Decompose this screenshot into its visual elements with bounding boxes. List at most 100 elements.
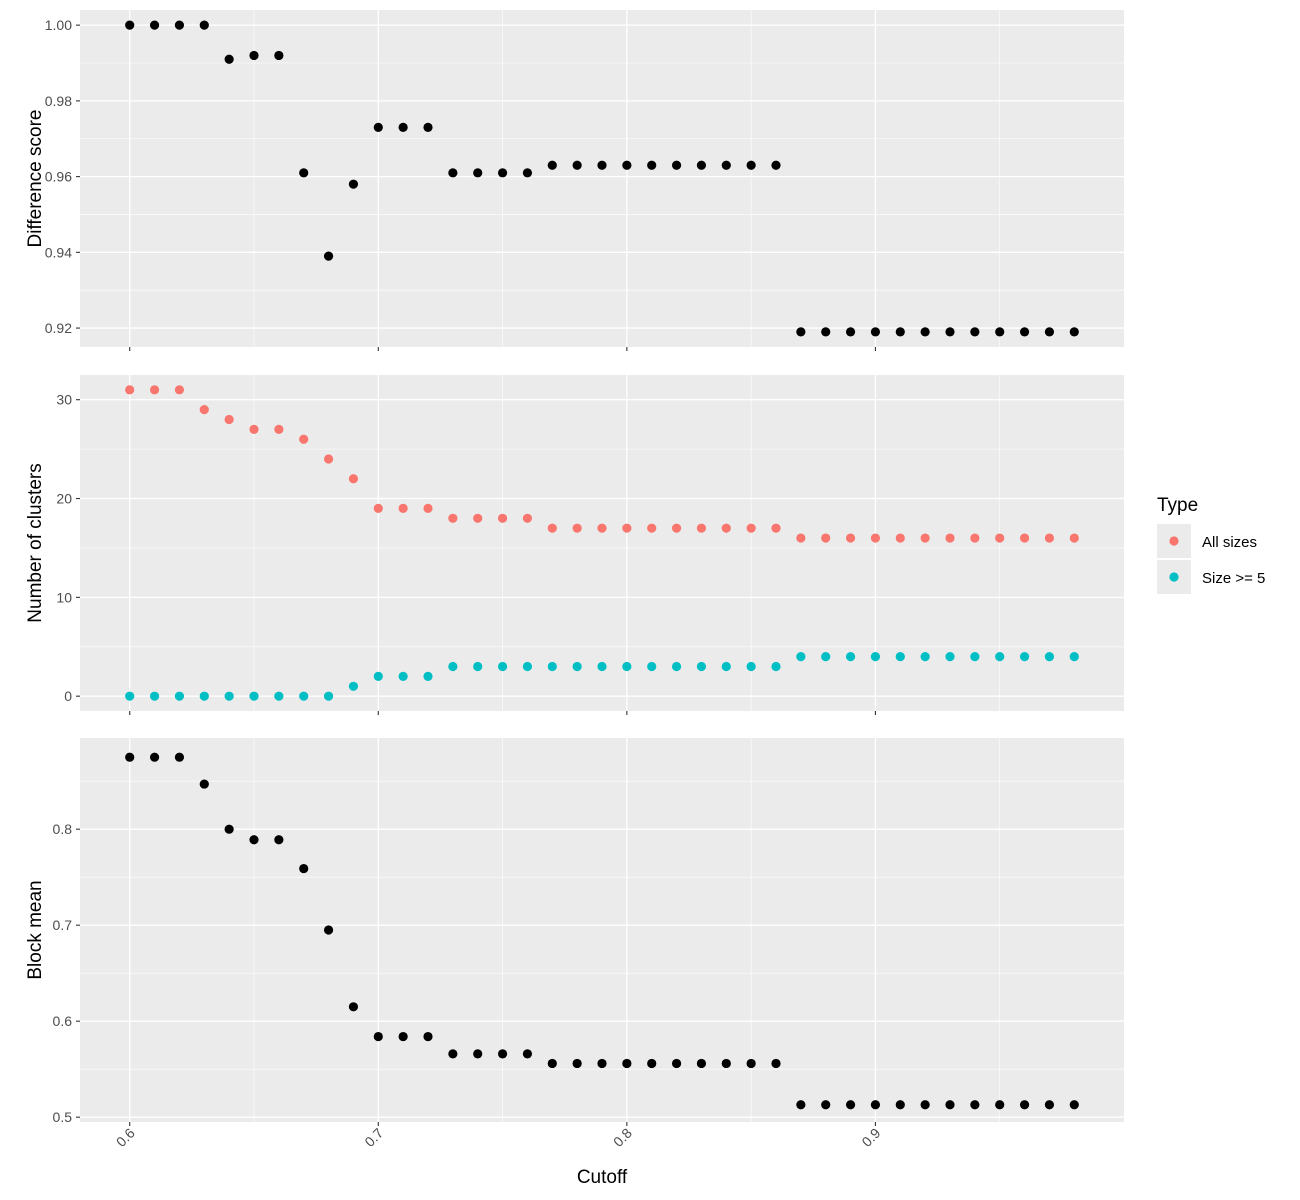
data-point xyxy=(696,523,707,533)
data-point xyxy=(622,661,632,672)
data-point xyxy=(1069,1100,1079,1110)
y-tick-label: 0.94 xyxy=(45,244,72,260)
data-point xyxy=(1044,1100,1055,1110)
data-point xyxy=(149,691,160,701)
data-point xyxy=(323,925,334,935)
y-tick-label: 0 xyxy=(64,688,72,704)
data-point xyxy=(125,691,135,701)
data-point xyxy=(696,1058,707,1069)
y-tick-label: 0.96 xyxy=(45,169,72,185)
data-point xyxy=(398,1031,408,1042)
data-point xyxy=(647,160,657,170)
y-tick-label: 0.8 xyxy=(53,821,73,837)
data-point xyxy=(373,671,383,682)
data-point xyxy=(920,652,930,662)
data-point xyxy=(970,533,980,543)
data-point xyxy=(622,160,632,170)
data-point xyxy=(497,168,508,178)
data-point xyxy=(125,752,135,762)
data-point xyxy=(522,168,533,178)
data-point xyxy=(448,661,458,672)
data-point xyxy=(895,1100,905,1110)
legend-title: Type xyxy=(1157,495,1198,516)
data-point xyxy=(721,523,731,533)
data-point xyxy=(423,503,433,514)
data-point xyxy=(299,168,309,178)
data-point xyxy=(473,661,483,672)
data-point xyxy=(373,122,383,132)
data-point xyxy=(323,454,334,464)
panels-layer: 0.92 0.94 0.96 0.98 1.00 Difference score 0 10 2… xyxy=(25,10,1124,1150)
data-point xyxy=(1069,652,1079,662)
series-1 xyxy=(125,20,1079,337)
data-point xyxy=(945,652,955,662)
data-point xyxy=(348,681,359,691)
data-point xyxy=(1019,533,1030,543)
data-point xyxy=(970,1100,980,1110)
data-point xyxy=(796,533,806,543)
data-point xyxy=(224,691,234,701)
data-point xyxy=(1044,533,1055,543)
data-point xyxy=(796,1100,806,1110)
data-point xyxy=(572,661,582,672)
data-point xyxy=(1019,652,1030,662)
panel-background xyxy=(80,375,1124,711)
data-point xyxy=(647,523,657,533)
data-point xyxy=(249,835,259,845)
data-point xyxy=(746,661,756,672)
data-point xyxy=(696,661,707,672)
data-point xyxy=(149,385,160,395)
data-point xyxy=(199,779,209,789)
data-point xyxy=(945,533,955,543)
data-point xyxy=(597,523,607,533)
data-point xyxy=(522,661,533,672)
data-point xyxy=(721,661,731,672)
data-point xyxy=(597,661,607,672)
data-point xyxy=(1044,652,1055,662)
data-point xyxy=(920,327,930,337)
data-point xyxy=(274,50,284,61)
data-point xyxy=(870,652,881,662)
data-point xyxy=(323,691,334,701)
data-point xyxy=(821,533,831,543)
data-point xyxy=(547,1058,557,1069)
y-tick-label: 30 xyxy=(56,392,72,408)
data-point xyxy=(597,1058,607,1069)
data-point xyxy=(473,1049,483,1059)
data-point xyxy=(572,160,582,170)
data-point xyxy=(970,327,980,337)
data-point xyxy=(870,1100,881,1110)
data-point xyxy=(174,385,185,395)
data-point xyxy=(995,652,1005,662)
data-point xyxy=(473,168,483,178)
data-point xyxy=(1069,533,1079,543)
data-point xyxy=(995,533,1005,543)
data-point xyxy=(473,513,483,523)
panel-2: 0 10 20 30 Number of clusters xyxy=(25,375,1124,715)
data-point xyxy=(249,424,259,434)
data-point xyxy=(299,863,309,874)
data-point xyxy=(622,1058,632,1069)
y-tick-label: 20 xyxy=(56,491,72,507)
data-point xyxy=(423,671,433,682)
data-point xyxy=(199,20,209,30)
data-point xyxy=(174,20,185,30)
data-point xyxy=(274,424,284,434)
data-point xyxy=(995,327,1005,337)
data-point xyxy=(274,691,284,701)
data-point xyxy=(249,50,259,61)
data-point xyxy=(647,1058,657,1069)
data-point xyxy=(597,160,607,170)
data-point xyxy=(895,652,905,662)
data-point xyxy=(572,1058,582,1069)
data-point xyxy=(522,513,533,523)
data-point xyxy=(522,1049,533,1059)
data-point xyxy=(497,661,508,672)
data-point xyxy=(671,1058,682,1069)
y-tick-label: 0.7 xyxy=(53,917,73,933)
data-point xyxy=(1069,327,1079,337)
legend-entry-label: All sizes xyxy=(1202,534,1257,551)
data-point xyxy=(821,327,831,337)
data-point xyxy=(323,251,334,261)
